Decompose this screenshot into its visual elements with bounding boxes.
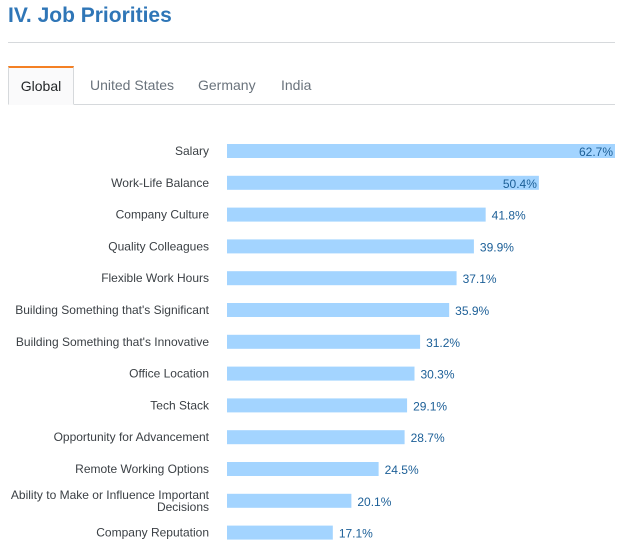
- category-label: Office Location: [129, 367, 209, 381]
- value-label: 28.7%: [411, 431, 445, 445]
- value-label: 35.9%: [455, 304, 489, 318]
- value-label: 20.1%: [357, 495, 391, 509]
- bar: [227, 525, 333, 540]
- bar: [227, 271, 457, 286]
- value-label: 30.3%: [421, 368, 455, 382]
- category-label: Building Something that's Innovative: [16, 335, 209, 349]
- category-label: Work-Life Balance: [111, 176, 209, 190]
- country-tabs: Global United States Germany India: [8, 66, 615, 105]
- category-label: Building Something that's Significant: [15, 303, 209, 317]
- value-label: 62.7%: [579, 145, 613, 159]
- section-title: IV. Job Priorities: [8, 4, 172, 27]
- tab-global[interactable]: Global: [8, 66, 74, 105]
- category-label: Company Reputation: [96, 526, 209, 540]
- bar: [227, 239, 474, 254]
- tab-india[interactable]: India: [281, 77, 312, 93]
- bar: [227, 430, 405, 445]
- value-label: 24.5%: [385, 463, 419, 477]
- category-label: Opportunity for Advancement: [54, 430, 210, 444]
- category-label: Salary: [175, 144, 209, 158]
- bar: [227, 175, 539, 190]
- bar: [227, 303, 450, 317]
- category-label: Company Culture: [116, 208, 210, 222]
- category-label: Flexible Work Hours: [101, 271, 209, 285]
- tab-united-states[interactable]: United States: [90, 77, 175, 93]
- value-label: 50.4%: [503, 177, 537, 191]
- value-label: 39.9%: [480, 240, 514, 254]
- value-label: 41.8%: [492, 209, 526, 223]
- value-label: 17.1%: [339, 527, 373, 541]
- job-priorities-bar-chart: Salary 62.7% Work-Life Balance 50.4% Company…: [11, 144, 615, 541]
- bar: [227, 366, 415, 381]
- value-label: 37.1%: [463, 272, 497, 286]
- bar: [227, 493, 352, 508]
- category-label: Quality Colleagues: [108, 239, 209, 253]
- title-divider: [8, 42, 615, 43]
- tab-germany[interactable]: Germany: [198, 77, 256, 93]
- value-label: 29.1%: [413, 399, 447, 413]
- bar: [227, 462, 379, 476]
- category-label: Remote Working Options: [75, 462, 209, 476]
- bar: [227, 334, 421, 349]
- value-label: 31.2%: [426, 336, 460, 350]
- bar: [227, 207, 486, 222]
- category-label: Tech Stack: [150, 398, 210, 412]
- category-label: Ability to Make or Influence Important De…: [11, 488, 210, 514]
- bar: [227, 144, 615, 158]
- bar: [227, 398, 408, 413]
